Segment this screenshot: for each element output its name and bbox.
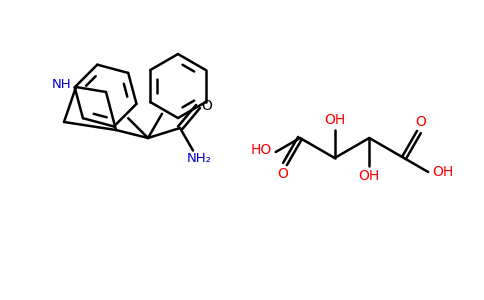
Text: O: O xyxy=(201,99,212,112)
Text: NH₂: NH₂ xyxy=(186,152,212,165)
Text: OH: OH xyxy=(359,169,380,183)
Text: NH: NH xyxy=(52,79,72,92)
Text: O: O xyxy=(277,167,288,181)
Text: OH: OH xyxy=(324,113,345,127)
Text: HO: HO xyxy=(250,143,272,157)
Text: O: O xyxy=(415,115,426,129)
Text: OH: OH xyxy=(433,165,454,179)
